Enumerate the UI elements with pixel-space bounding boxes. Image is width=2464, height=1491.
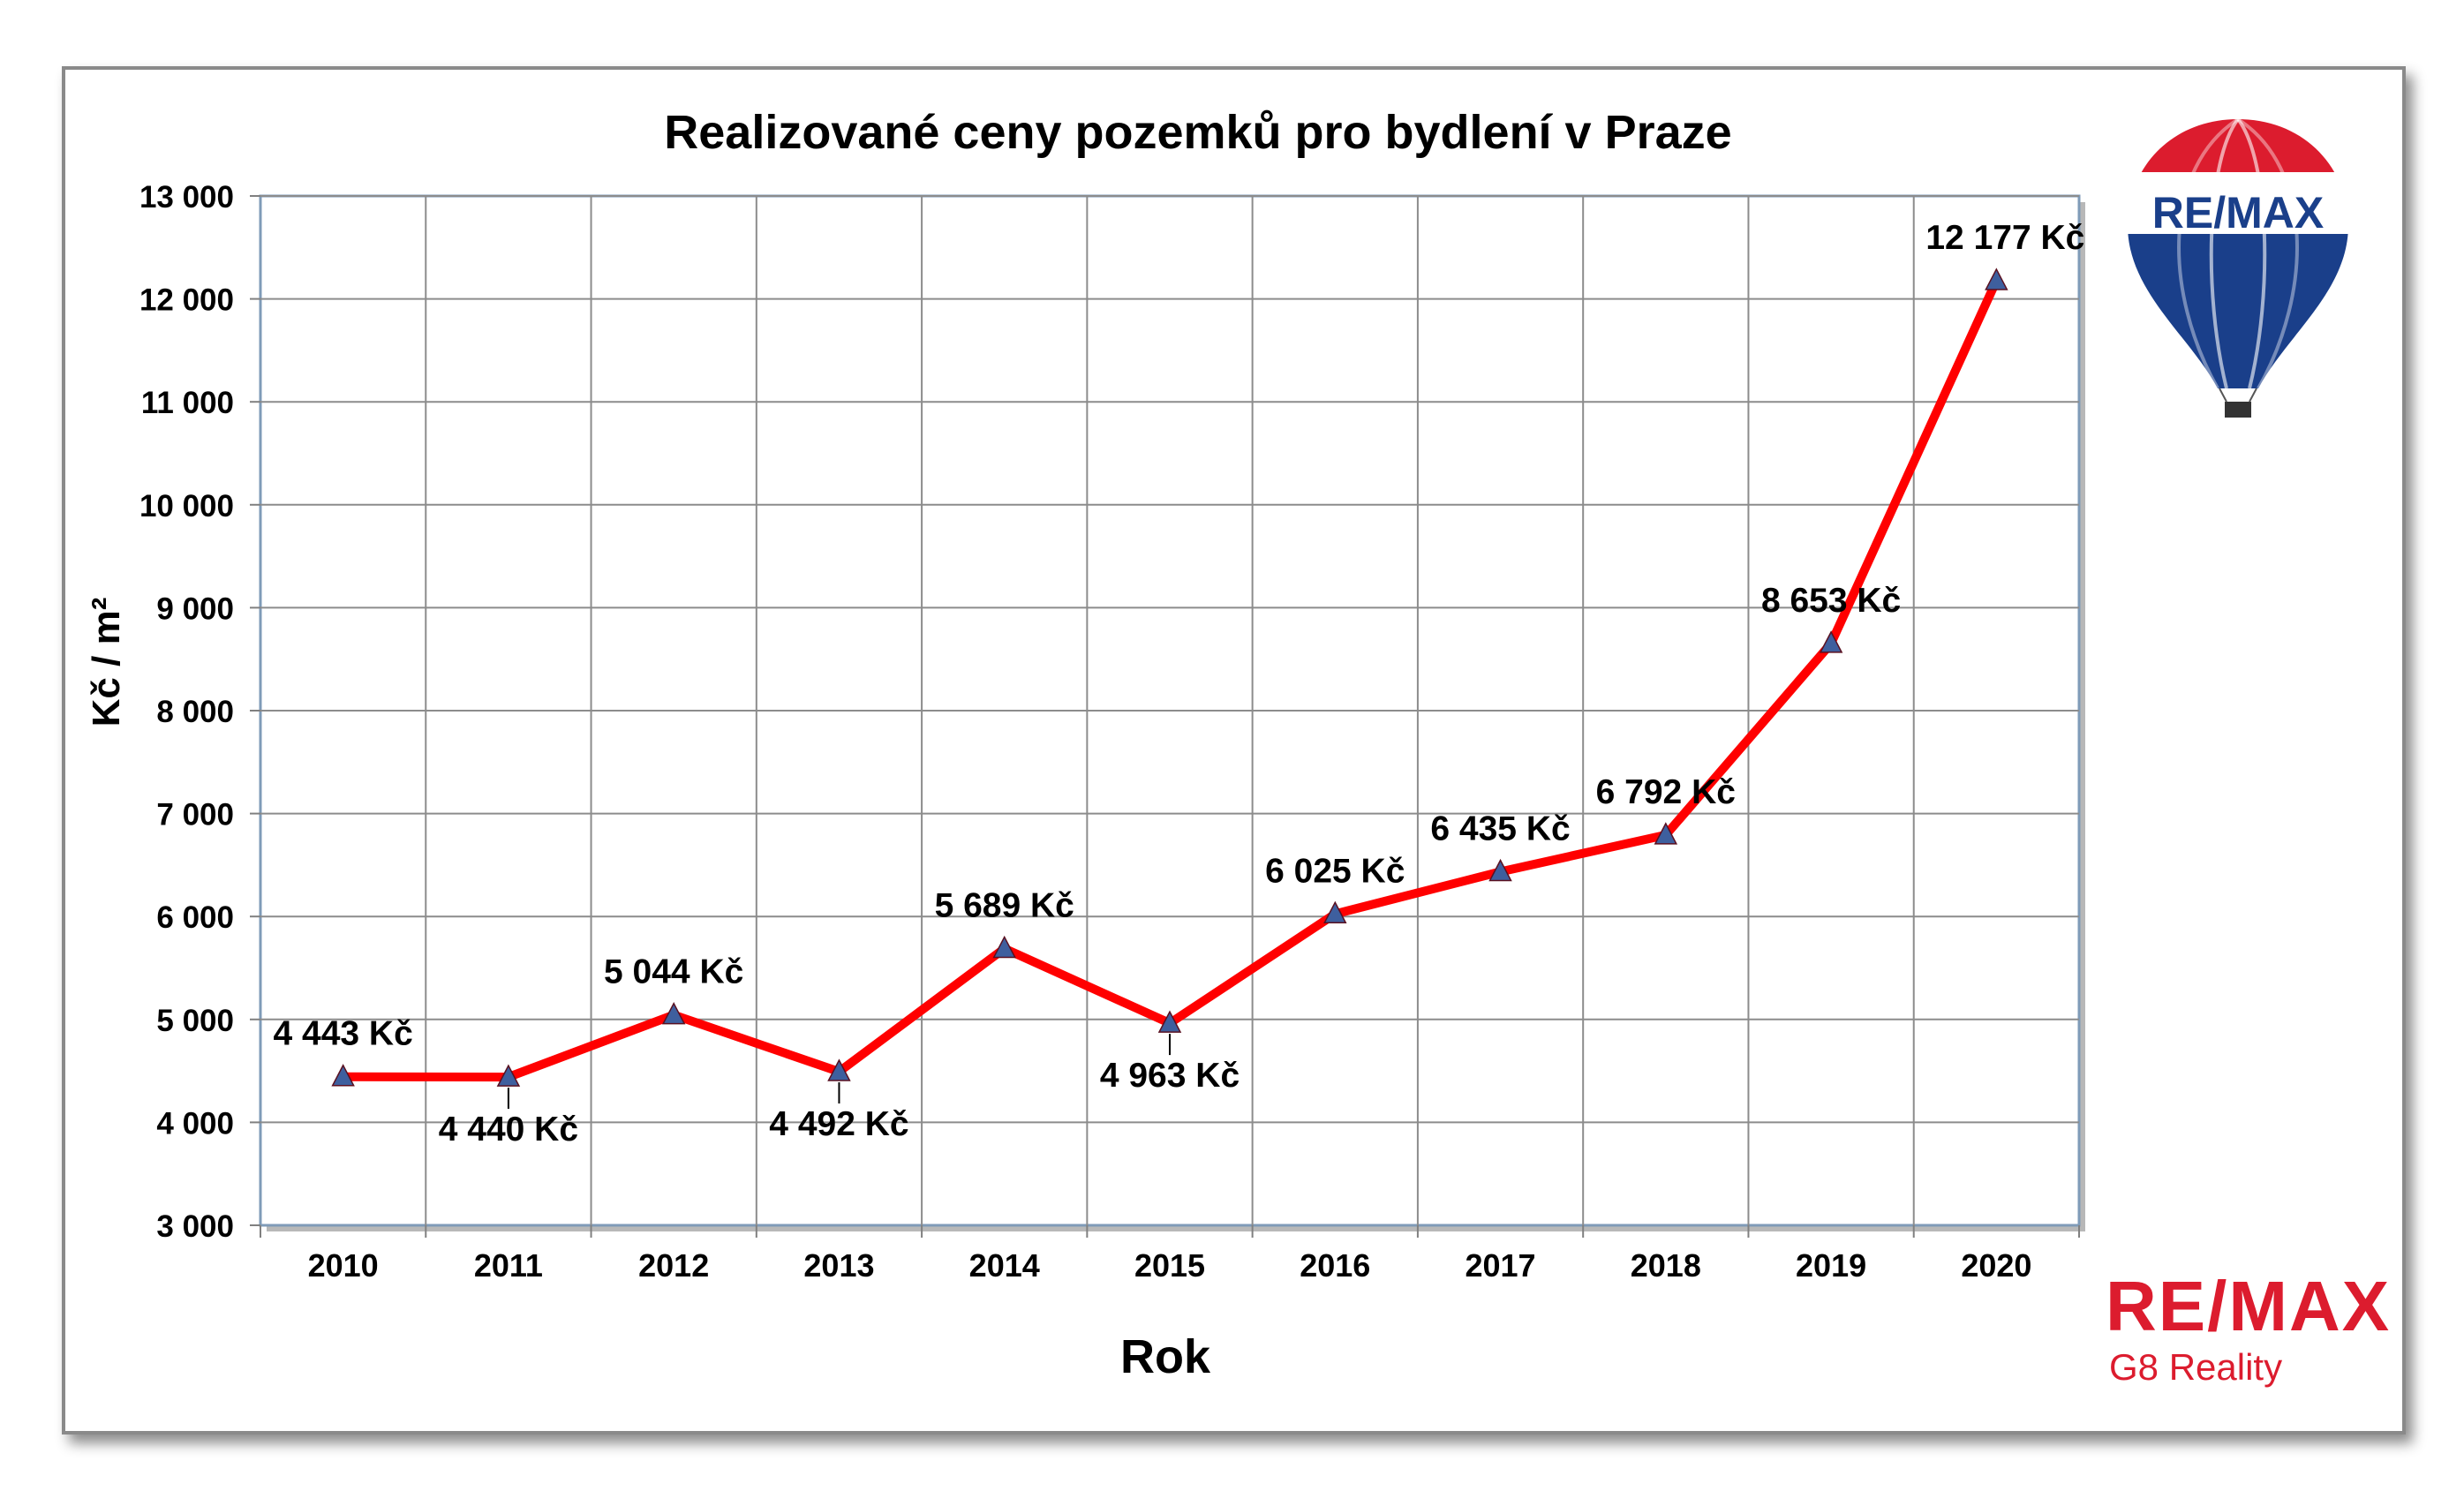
chart-title: Realizované ceny pozemků pro bydlení v P… xyxy=(664,106,1731,159)
y-tick-label: 13 000 xyxy=(139,180,234,215)
y-tick-label: 10 000 xyxy=(139,489,234,523)
data-label: 6 025 Kč xyxy=(1265,852,1405,890)
data-label: 4 443 Kč xyxy=(273,1015,412,1053)
data-point-marker xyxy=(992,935,1016,959)
y-tick-label: 9 000 xyxy=(156,591,234,626)
data-point-marker xyxy=(1157,1010,1182,1033)
x-tick-label: 2016 xyxy=(1300,1247,1370,1284)
balloon-brand-text: RE/MAX xyxy=(2152,188,2324,237)
data-point-marker xyxy=(1323,900,1347,924)
y-axis-ticks: 3 000 4 000 5 000 6 000 7 000 8 000 9 000 10 00… xyxy=(139,180,260,1244)
x-tick-label: 2013 xyxy=(803,1247,874,1284)
y-tick-label: 3 000 xyxy=(156,1209,234,1244)
data-point-marker xyxy=(1654,822,1678,845)
y-tick-label: 7 000 xyxy=(156,798,234,832)
x-tick-label: 2017 xyxy=(1465,1247,1535,1284)
x-tick-label: 2019 xyxy=(1796,1247,1866,1284)
data-point-marker xyxy=(1819,630,1843,653)
data-labels: 4 443 Kč 4 440 Kč 5 044 Kč 4 492 Kč 5 689 Kč… xyxy=(273,219,2084,1148)
y-tick-label: 8 000 xyxy=(156,695,234,729)
y-tick-label: 12 000 xyxy=(139,283,234,318)
x-tick-label: 2011 xyxy=(474,1247,543,1284)
series-markers xyxy=(331,267,2008,1087)
data-point-marker xyxy=(496,1064,521,1087)
data-label: 12 177 Kč xyxy=(1925,219,2084,257)
data-point-marker xyxy=(331,1064,355,1087)
data-point-marker xyxy=(1985,267,2008,290)
data-label: 4 440 Kč xyxy=(439,1111,578,1148)
gridlines xyxy=(260,195,2079,1225)
x-tick-label: 2010 xyxy=(308,1247,379,1284)
data-label: 6 435 Kč xyxy=(1430,810,1570,847)
data-label: 5 044 Kč xyxy=(604,953,743,991)
data-point-marker xyxy=(1488,858,1512,882)
x-tick-label: 2018 xyxy=(1631,1247,1701,1284)
x-tick-label: 2020 xyxy=(1961,1247,2031,1284)
remax-office-name: G8 Reality xyxy=(2109,1346,2283,1388)
y-tick-label: 6 000 xyxy=(156,900,234,935)
remax-balloon-logo: RE/MAX xyxy=(2128,119,2348,418)
remax-wordmark-logo: RE/MAX xyxy=(2106,1267,2392,1345)
y-tick-label: 5 000 xyxy=(156,1004,234,1038)
y-axis-label: Kč / m² xyxy=(85,598,128,727)
x-axis-ticks: 2010 2011 2012 2013 2014 2015 2016 2017 2018 2019… xyxy=(260,1225,2080,1284)
y-tick-label: 11 000 xyxy=(141,386,234,420)
x-tick-label: 2014 xyxy=(969,1247,1040,1284)
data-label: 5 689 Kč xyxy=(935,886,1074,924)
x-axis-label: Rok xyxy=(1120,1330,1211,1383)
data-label: 4 963 Kč xyxy=(1100,1057,1240,1095)
data-label: 4 492 Kč xyxy=(769,1105,908,1143)
data-point-marker xyxy=(827,1058,851,1081)
data-label: 8 653 Kč xyxy=(1761,582,1901,620)
data-label: 6 792 Kč xyxy=(1596,773,1736,811)
y-tick-label: 4 000 xyxy=(156,1106,234,1141)
x-tick-label: 2012 xyxy=(638,1247,709,1284)
x-tick-label: 2015 xyxy=(1134,1247,1205,1284)
data-point-marker xyxy=(661,1002,686,1025)
